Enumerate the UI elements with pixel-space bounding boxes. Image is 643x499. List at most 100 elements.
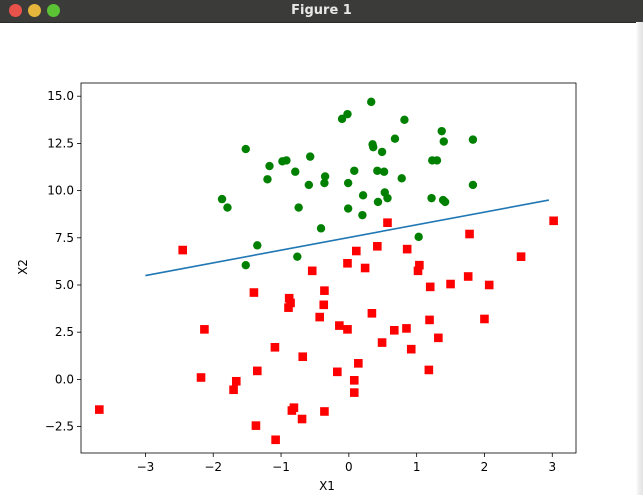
red-point [434,333,443,343]
x-tick-label: 2 [481,460,489,474]
red-point [516,252,526,261]
red-point [354,359,363,368]
red-point [383,218,392,227]
green-point [373,197,383,207]
y-tick-label: 2.5 [55,325,74,339]
x-tick-label: −1 [272,460,290,474]
green-point [217,194,227,204]
green-point [367,97,376,107]
y-axis-label: X2 [16,259,30,275]
red-point [425,282,435,292]
y-tick-label: 0.0 [55,372,74,386]
red-point [377,338,387,347]
green-point [320,178,329,188]
red-point [349,388,359,397]
green-point [293,252,302,261]
green-point [316,224,326,233]
green-point [439,137,448,146]
green-point [400,115,409,125]
green-point [241,260,250,270]
y-tick-label: 15.0 [47,89,74,103]
red-point [335,321,344,330]
green-point [253,241,262,250]
red-point [352,246,361,256]
red-point [402,244,412,254]
title-bar: Figure 1 [0,0,643,23]
green-point [265,161,274,171]
green-point [291,167,300,176]
green-point [468,180,478,190]
x-axis-label: X1 [319,479,335,493]
red-point [320,407,329,416]
red-point [284,303,293,312]
red-point [446,279,455,289]
x-axis-ticks: −3 −2 −1 0 1 2 3 [137,453,556,474]
green-point [427,193,436,203]
red-point [95,405,104,414]
green-point [358,210,367,220]
green-point [432,156,442,165]
maximize-window-button[interactable] [47,4,60,17]
green-point [377,147,387,157]
green-point [343,109,352,119]
green-point [305,152,315,161]
green-point [263,175,272,184]
red-point [402,324,411,333]
red-point [196,373,206,382]
red-point [319,300,329,310]
green-point [437,126,446,136]
x-tick-label: 3 [548,460,556,474]
red-point [343,258,352,268]
red-point [484,280,494,290]
red-point [231,376,241,386]
red-point [253,366,262,376]
red-point [360,263,370,273]
red-point [287,406,297,415]
y-tick-label: 7.5 [55,231,74,245]
green-point [468,135,478,144]
green-point [383,193,392,203]
x-tick-label: −3 [137,460,155,474]
figure-canvas: −3 −2 −1 0 1 2 3 −2.5 0.0 2.5 5.0 7.5 10.0 12.5 15.0 … [0,23,636,495]
red-point [389,325,399,335]
red-point [463,272,473,281]
green-point [337,114,347,124]
green-point [358,191,368,200]
green-point [379,167,389,176]
red-point [465,229,474,239]
close-window-button[interactable] [9,4,22,17]
green-point [397,174,406,183]
y-tick-label: −2.5 [45,420,74,434]
red-point [270,342,280,352]
red-point [297,414,307,424]
red-point [367,309,377,318]
green-point [343,204,353,213]
red-point [425,315,434,325]
red-point [480,314,489,324]
green-point [294,203,303,212]
red-point [320,286,329,295]
red-point [251,421,261,430]
y-tick-label: 5.0 [55,278,74,292]
green-point [282,156,291,165]
green-point [350,166,359,175]
green-point [369,142,378,152]
y-tick-label: 12.5 [47,136,74,150]
minimize-window-button[interactable] [28,4,41,17]
y-axis-ticks: −2.5 0.0 2.5 5.0 7.5 10.0 12.5 15.0 [45,89,81,434]
regression-line [145,199,550,277]
red-point [200,325,209,334]
scatter-chart: −3 −2 −1 0 1 2 3 −2.50.02.55.07.510.012.515.0 … [16,82,577,493]
plot-marks [80,82,577,454]
red-point [424,365,434,375]
green-point [343,178,353,188]
green-point [320,172,330,181]
red-point [413,266,423,276]
window-title: Figure 1 [291,3,352,18]
x-tick-label: 1 [413,460,421,474]
red-point [315,312,324,322]
red-point [333,367,342,377]
plot-area [81,83,576,453]
red-point [271,435,280,445]
